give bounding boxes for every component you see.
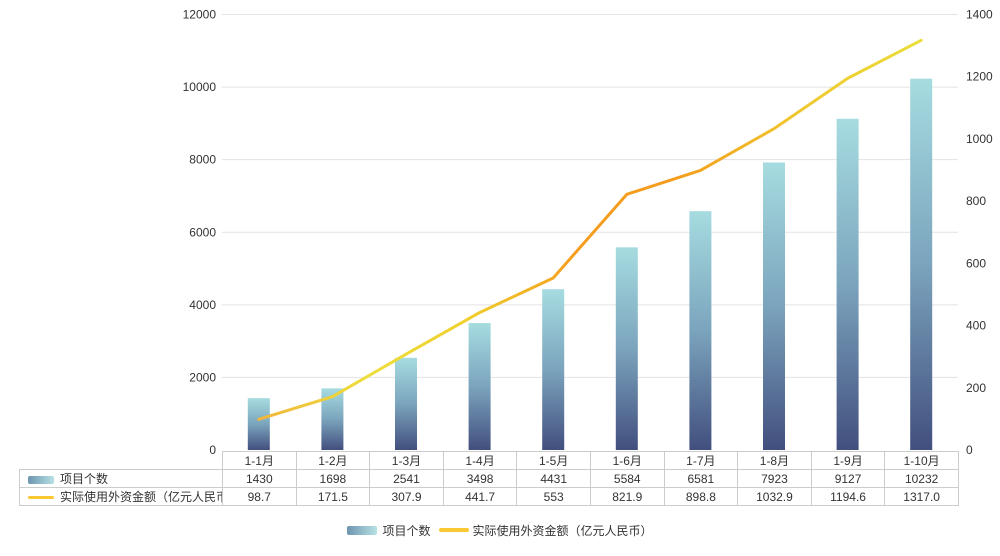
value-cell: 821.9 bbox=[589, 487, 665, 506]
line-实际使用外资金额（亿元人民币） bbox=[257, 38, 923, 421]
left-axis-tick-label: 8000 bbox=[189, 153, 216, 167]
right-axis-tick-label: 600 bbox=[966, 256, 986, 270]
right-axis-tick-label: 1000 bbox=[966, 132, 993, 146]
category-header: 1-7月 bbox=[663, 451, 739, 470]
left-axis-tick-label: 0 bbox=[209, 443, 216, 457]
bar-series-swatch-icon bbox=[28, 475, 54, 484]
bar-1-2月 bbox=[321, 388, 344, 450]
bar-1-10月 bbox=[910, 78, 933, 450]
series-name: 项目个数 bbox=[60, 472, 109, 486]
right-axis-tick-label: 1400 bbox=[966, 8, 993, 22]
bar-1-9月 bbox=[836, 118, 859, 450]
left-axis-tick-label: 12000 bbox=[183, 8, 217, 22]
legend-line-swatch-icon bbox=[438, 528, 469, 532]
bar-1-7月 bbox=[689, 211, 712, 450]
value-cell: 6581 bbox=[663, 469, 739, 488]
table-corner-blank bbox=[20, 452, 223, 470]
right-axis-tick-label: 1200 bbox=[966, 70, 993, 84]
bar-1-6月 bbox=[615, 247, 638, 450]
legend-item-line[interactable]: 实际使用外资金额（亿元人民币） bbox=[438, 522, 653, 539]
combo-chart: 0 2000 4000 6000 8000 10000 12000 0 200 400 600 800… bbox=[183, 8, 993, 458]
bar-1-8月 bbox=[763, 162, 785, 450]
bar-1-5月 bbox=[542, 289, 565, 450]
chart-data-table: 1-1月 1-2月 1-3月 1-4月 1-5月 1-6月 1-7月 1-8月 1-9月 1-10… bbox=[19, 451, 959, 506]
value-cell: 98.7 bbox=[222, 487, 297, 506]
category-header: 1-4月 bbox=[442, 451, 518, 470]
value-cell: 307.9 bbox=[369, 487, 444, 506]
table-row: 实际使用外资金额（亿元人民币） 98.7 171.5 307.9 441.7 553 821… bbox=[19, 487, 959, 506]
line-series-swatch-icon bbox=[28, 496, 54, 500]
bar-1-1月 bbox=[247, 398, 270, 450]
value-cell: 9127 bbox=[810, 469, 886, 488]
category-header: 1-5月 bbox=[516, 451, 591, 470]
series-name: 实际使用外资金额（亿元人民币） bbox=[60, 490, 223, 504]
value-cell: 5584 bbox=[589, 469, 665, 488]
value-cell: 1032.9 bbox=[737, 487, 812, 506]
value-cell: 2541 bbox=[369, 469, 444, 488]
legend-bar-swatch-icon bbox=[347, 525, 378, 535]
value-cell: 1430 bbox=[222, 469, 297, 488]
left-axis-tick-label: 10000 bbox=[183, 80, 217, 94]
series-label-cell: 项目个数 bbox=[19, 469, 223, 488]
bar-1-3月 bbox=[395, 357, 417, 450]
table-header-row: 1-1月 1-2月 1-3月 1-4月 1-5月 1-6月 1-7月 1-8月 1-9月 1-10… bbox=[20, 451, 959, 470]
legend-label: 项目个数 bbox=[382, 523, 431, 538]
series-label-cell: 实际使用外资金额（亿元人民币） bbox=[19, 487, 223, 506]
value-cell: 4431 bbox=[516, 469, 591, 488]
right-axis-tick-label: 200 bbox=[966, 381, 986, 395]
value-cell: 898.8 bbox=[663, 487, 739, 506]
right-axis-tick-label: 0 bbox=[966, 443, 973, 457]
category-header: 1-2月 bbox=[295, 451, 371, 470]
value-cell: 441.7 bbox=[442, 487, 518, 506]
category-header: 1-9月 bbox=[810, 451, 886, 470]
left-axis-tick-label: 4000 bbox=[189, 298, 216, 312]
value-cell: 1698 bbox=[295, 469, 371, 488]
category-header: 1-8月 bbox=[737, 451, 812, 470]
category-header: 1-3月 bbox=[369, 451, 444, 470]
value-cell: 10232 bbox=[884, 469, 959, 488]
left-axis-tick-label: 6000 bbox=[189, 225, 216, 239]
chart-legend: 项目个数 实际使用外资金额（亿元人民币） bbox=[0, 520, 1000, 540]
value-cell: 171.5 bbox=[295, 487, 371, 506]
category-header: 1-10月 bbox=[884, 451, 959, 470]
value-cell: 1317.0 bbox=[884, 487, 959, 506]
value-cell: 553 bbox=[516, 487, 591, 506]
value-cell: 1194.6 bbox=[810, 487, 886, 506]
right-axis-tick-label: 400 bbox=[966, 319, 986, 333]
category-header: 1-1月 bbox=[222, 451, 297, 470]
bar-1-4月 bbox=[468, 323, 491, 450]
right-axis-tick-label: 800 bbox=[966, 194, 986, 208]
left-axis-tick-label: 2000 bbox=[189, 370, 216, 384]
legend-item-bar[interactable]: 项目个数 bbox=[347, 522, 431, 539]
value-cell: 3498 bbox=[442, 469, 518, 488]
table-row: 项目个数 1430 1698 2541 3498 4431 5584 6581 7923 9127… bbox=[19, 469, 959, 488]
category-header: 1-6月 bbox=[589, 451, 665, 470]
legend-label: 实际使用外资金额（亿元人民币） bbox=[472, 523, 653, 538]
value-cell: 7923 bbox=[737, 469, 812, 488]
